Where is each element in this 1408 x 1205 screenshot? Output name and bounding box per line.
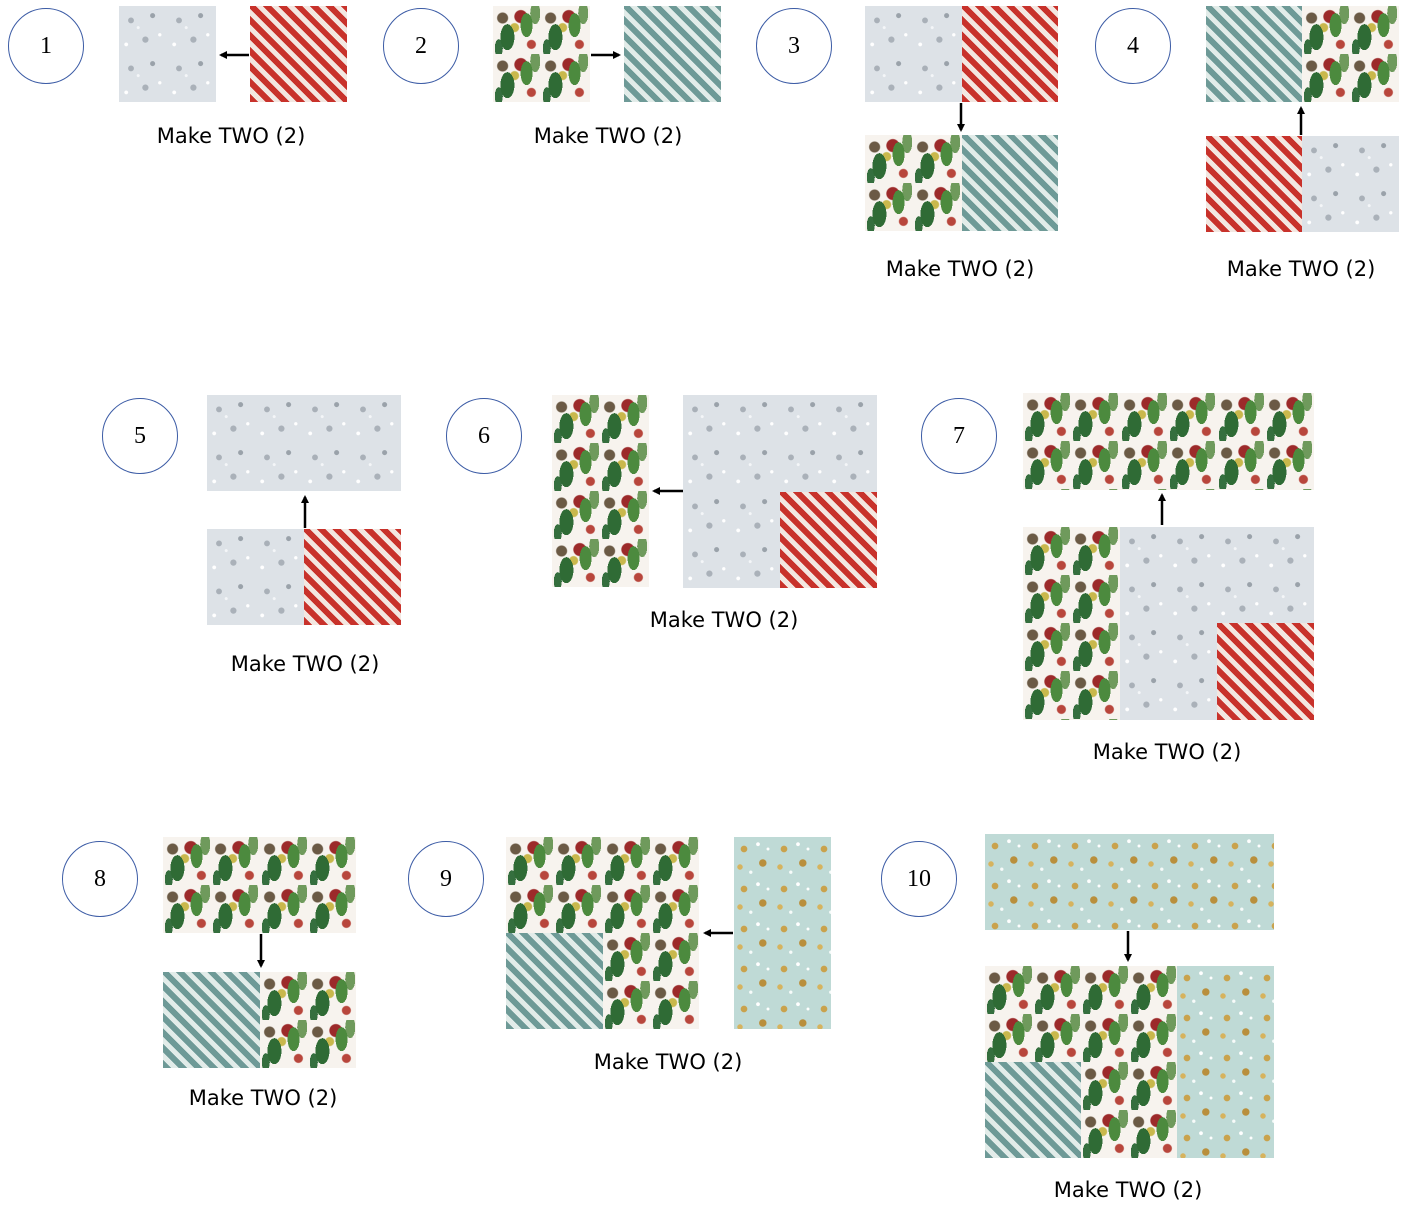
- step-6-floral-square-bottom: [552, 491, 649, 587]
- step-7-caption: Make TWO (2): [1092, 740, 1242, 764]
- step-5-number: 5: [102, 398, 178, 474]
- step-9-number: 9: [408, 841, 484, 917]
- step-8-floral-square-3: [260, 972, 356, 1068]
- step-7-floral-square-3: [1217, 393, 1314, 490]
- step-10-teal-stripe-square: [985, 1062, 1081, 1158]
- step-4-caption: Make TWO (2): [1226, 257, 1376, 281]
- step-7-number: 7: [921, 398, 997, 474]
- step-7-floral-square-4: [1023, 527, 1120, 623]
- step-4-number: 4: [1095, 8, 1171, 84]
- step-7-red-stripe-square: [1217, 623, 1314, 720]
- step-9-floral-square-1: [506, 837, 603, 933]
- step-8-teal-stripe-square: [163, 972, 260, 1068]
- step-1-red-stripe-square: [250, 6, 347, 102]
- step-10-gold-star-strip: [985, 834, 1274, 930]
- step-7-floral-square-1: [1023, 393, 1120, 490]
- step-3-star-square: [865, 6, 962, 102]
- step-10-floral-square-2: [1081, 966, 1177, 1062]
- step-1-caption: Make TWO (2): [156, 124, 306, 148]
- step-3-number: 3: [756, 8, 832, 84]
- step-5-star-square: [207, 529, 304, 625]
- step-7-floral-square-2: [1120, 393, 1217, 490]
- step-6-red-stripe-square: [780, 492, 877, 588]
- step-7-floral-square-5: [1023, 623, 1120, 720]
- step-2-teal-stripe-square: [624, 6, 721, 102]
- step-10-number: 10: [881, 841, 957, 917]
- step-10-floral-square-1: [985, 966, 1081, 1062]
- step-7-star-square: [1120, 623, 1217, 720]
- step-3-red-stripe-square: [962, 6, 1058, 102]
- step-6-floral-square-top: [552, 395, 649, 491]
- step-6-caption: Make TWO (2): [649, 608, 799, 632]
- step-3-teal-stripe-square: [962, 135, 1058, 231]
- step-5-caption: Make TWO (2): [230, 652, 380, 676]
- step-7-star-rectangle: [1120, 527, 1314, 623]
- step-4-star-square: [1302, 136, 1399, 232]
- step-8-floral-square-2: [260, 837, 356, 933]
- step-9-floral-square-2: [603, 837, 699, 933]
- step-9-caption: Make TWO (2): [593, 1050, 743, 1074]
- step-5-red-stripe-square: [304, 529, 401, 625]
- step-8-floral-square-1: [163, 837, 260, 933]
- step-6-number: 6: [446, 398, 522, 474]
- step-1-star-square: [119, 6, 216, 102]
- step-6-star-rectangle: [683, 395, 877, 492]
- step-9-teal-stripe-square: [506, 933, 603, 1029]
- step-4-floral-square: [1302, 6, 1399, 102]
- step-2-number: 2: [383, 8, 459, 84]
- step-4-red-stripe-square: [1206, 136, 1302, 232]
- step-2-floral-square: [493, 6, 590, 102]
- step-6-star-square: [683, 492, 780, 588]
- step-1-number: 1: [8, 8, 84, 84]
- step-3-caption: Make TWO (2): [885, 257, 1035, 281]
- step-9-floral-square-3: [603, 933, 699, 1029]
- step-2-caption: Make TWO (2): [533, 124, 683, 148]
- step-3-floral-square: [865, 135, 962, 231]
- step-10-floral-square-3: [1081, 1062, 1177, 1158]
- step-10-gold-star-rectangle: [1177, 966, 1274, 1158]
- step-8-number: 8: [62, 841, 138, 917]
- step-10-caption: Make TWO (2): [1053, 1178, 1203, 1202]
- step-5-star-rectangle: [207, 395, 401, 491]
- step-9-gold-star-rectangle: [734, 837, 831, 1029]
- step-8-caption: Make TWO (2): [188, 1086, 338, 1110]
- step-4-teal-stripe-square: [1206, 6, 1302, 102]
